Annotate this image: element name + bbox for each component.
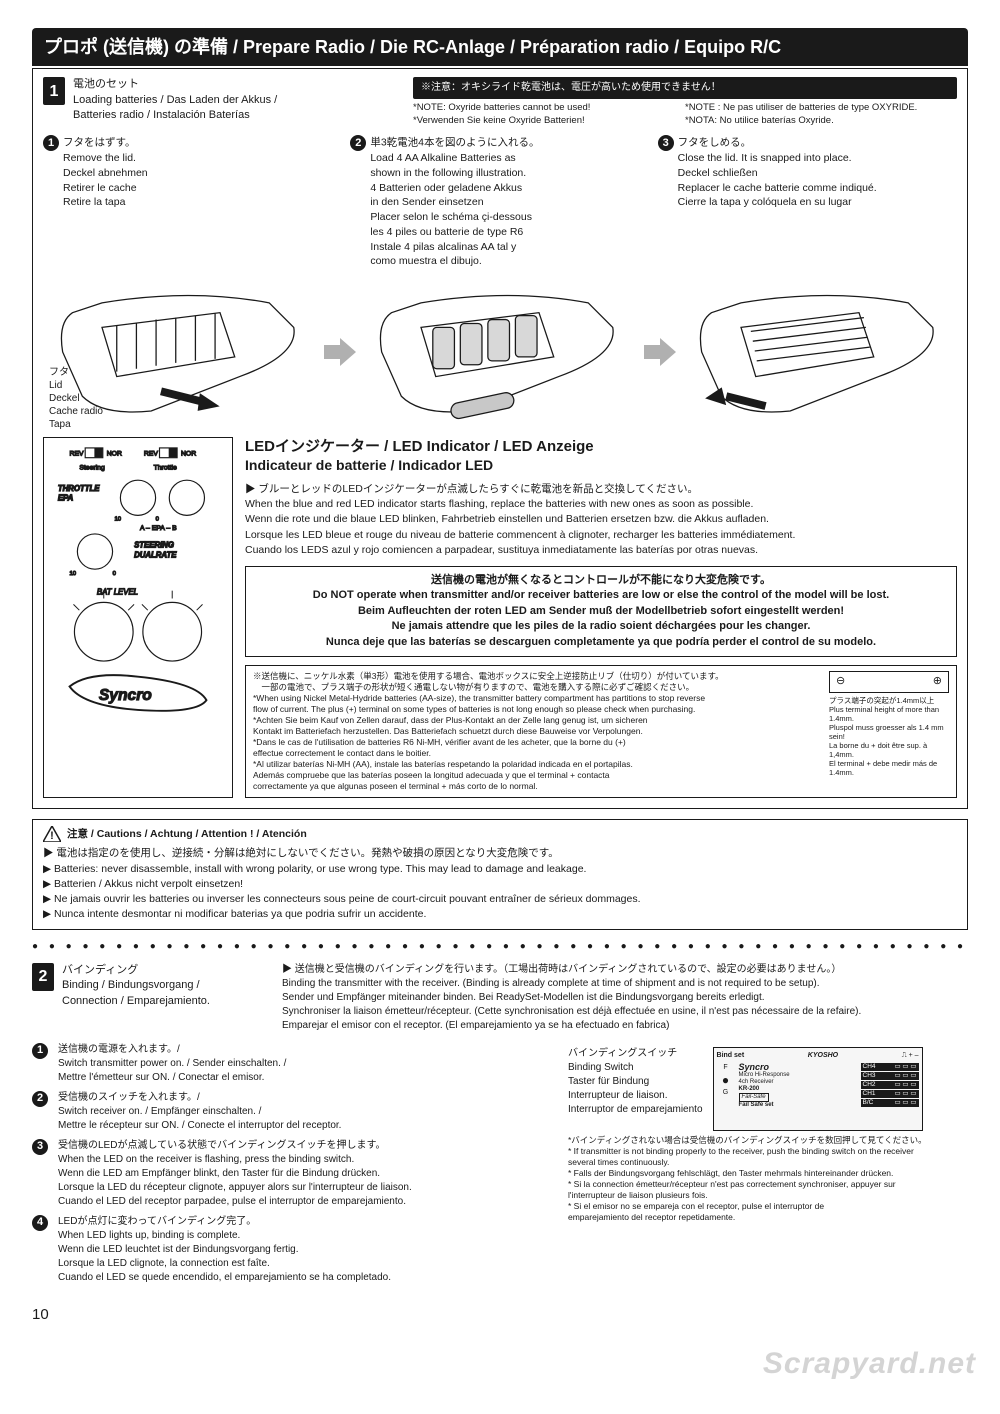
lid-labels: フタ Lid Deckel Cache radio Tapa: [49, 366, 103, 431]
nickel-text: ※送信機に、ニッケル水素（単3形）電池を使用する場合、電池ボックスに安全上逆接防…: [253, 671, 821, 793]
oxyride-note-bar: ※注意：オキシライド乾電池は、電圧が高いため使用できません！: [413, 77, 957, 99]
svg-text:0: 0: [113, 571, 117, 577]
c1-jp: フタをはずす。: [63, 137, 135, 149]
svg-text:0: 0: [156, 516, 160, 522]
warning-icon: !: [43, 826, 61, 842]
main-box: 1 電池のセット Loading batteries / Das Laden d…: [32, 68, 968, 809]
step1-row: 1 電池のセット Loading batteries / Das Laden d…: [43, 77, 957, 127]
led-body: ▶ ブルーとレッドのLEDインジケーターが点滅したらすぐに乾電池を新品と交換して…: [245, 482, 957, 558]
svg-text:NOR: NOR: [181, 451, 196, 458]
divider-dots: ● ● ● ● ● ● ● ● ● ● ● ● ● ● ● ● ● ● ● ● …: [32, 940, 968, 954]
b-circ2: 2: [32, 1091, 48, 1107]
led-right: LEDインジケーター / LED Indicator / LED Anzeige…: [245, 437, 957, 799]
illus1: フタ Lid Deckel Cache radio Tapa: [43, 277, 318, 427]
led-section: REV NOR REV NOR Steering Throttle THROTTLE…: [43, 437, 957, 799]
svg-text:NOR: NOR: [107, 451, 122, 458]
svg-text:10: 10: [70, 571, 77, 577]
circ2: 2: [350, 135, 366, 151]
nickel-figure: ⊖⊕ プラス端子の突起が1.4mm以上 Plus terminal height…: [829, 671, 949, 793]
bi4: LEDが点灯に変わってバインディング完了。 When LED lights up…: [58, 1215, 391, 1285]
b-circ3: 3: [32, 1139, 48, 1155]
led-t1: LEDインジケーター / LED Indicator / LED Anzeige: [245, 438, 594, 455]
led-t2: Indicateur de batterie / Indicador LED: [245, 457, 493, 473]
c2-lines: Load 4 AA Alkaline Batteries as shown in…: [370, 151, 649, 269]
svg-text:REV: REV: [144, 451, 158, 458]
step2-head: 2 バインディング Binding / Bindungsvorgang / Co…: [32, 963, 272, 1033]
bind-steps: 1 送信機の電源を入れます。/ Switch transmitter power …: [32, 1043, 552, 1291]
bind-right-col: バインディングスイッチ Binding Switch Taster für Bi…: [568, 1033, 968, 1291]
b-circ1: 1: [32, 1043, 48, 1059]
nickel-box: ※送信機に、ニッケル水素（単3形）電池を使用する場合、電池ボックスに安全上逆接防…: [245, 665, 957, 799]
warn-lines: Do NOT operate when transmitter and/or r…: [254, 588, 948, 650]
svg-text:EPA: EPA: [58, 494, 74, 503]
caution-title: 注意 / Cautions / Achtung / Attention ! / …: [67, 827, 307, 842]
caution-head: ! 注意 / Cautions / Achtung / Attention ! …: [43, 826, 957, 842]
col3: 3 フタをしめる。 Close the lid. It is snapped in…: [658, 135, 957, 269]
svg-text:STEERING: STEERING: [134, 541, 174, 550]
bi1: 送信機の電源を入れます。/ Switch transmitter power o…: [58, 1043, 286, 1085]
bi2: 受信機のスイッチを入れます。/ Switch receiver on. / Em…: [58, 1091, 341, 1133]
illus2: [362, 277, 637, 427]
battery-diagram: ⊖⊕: [829, 671, 949, 693]
caution-box: ! 注意 / Cautions / Achtung / Attention ! …: [32, 819, 968, 929]
step2-title: バインディング Binding / Bindungsvorgang / Conn…: [62, 963, 210, 1033]
bind-note: *バインディングされない場合は受信機のバインディングスイッチを数回押して見てくだ…: [568, 1135, 968, 1223]
svg-text:!: !: [50, 830, 54, 842]
svg-text:DUALRATE: DUALRATE: [134, 550, 177, 559]
step2-row: 2 バインディング Binding / Bindungsvorgang / Co…: [32, 963, 968, 1033]
c2-jp: 単3乾電池4本を図のように入れる。: [370, 137, 539, 149]
svg-text:THROTTLE: THROTTLE: [58, 484, 100, 493]
svg-text:Steering: Steering: [79, 464, 105, 471]
circ3: 3: [658, 135, 674, 151]
section-header: プロポ (送信機) の準備 / Prepare Radio / Die RC-A…: [32, 28, 968, 66]
col1: 1 フタをはずす。 Remove the lid. Deckel abnehmen…: [43, 135, 342, 269]
step1-num: 1: [43, 77, 65, 105]
illustration-row: フタ Lid Deckel Cache radio Tapa: [43, 277, 957, 427]
caution-body: ▶ 電池は指定のを使用し、逆接続・分解は絶対にしないでください。発熱や破損の原因…: [43, 846, 957, 922]
c3-lines: Close the lid. It is snapped into place.…: [678, 151, 957, 210]
step2-intro: ▶ 送信機と受信機のバインディングを行います。（工場出荷時はバインディングされて…: [282, 963, 968, 1033]
illus3: [682, 277, 957, 427]
receiver-diagram: Bind setKYOSHO⎍ + – F●G Syncro Micro Hi-…: [713, 1047, 923, 1131]
svg-text:10: 10: [115, 516, 122, 522]
svg-text:Throttle: Throttle: [154, 464, 177, 471]
oxyride-note-under: *NOTE: Oxyride batteries cannot be used!…: [413, 102, 957, 128]
step2-num: 2: [32, 963, 54, 991]
warn-box: 送信機の電池が無くなるとコントロールが不能になり大変危険です。 Do NOT o…: [245, 566, 957, 657]
oxyride-right: *NOTE : Ne pas utiliser de batteries de …: [685, 102, 957, 128]
bi3: 受信機のLEDが点滅している状態でバインディングスイッチを押します。 When …: [58, 1139, 412, 1209]
page-number: 10: [32, 1305, 968, 1325]
c3-jp: フタをしめる。: [678, 137, 752, 149]
b-circ4: 4: [32, 1215, 48, 1231]
c1-lines: Remove the lid. Deckel abnehmen Retirer …: [63, 151, 342, 210]
col2: 2 単3乾電池4本を図のように入れる。 Load 4 AA Alkaline Ba…: [350, 135, 649, 269]
svg-text:A – EPA – B: A – EPA – B: [140, 525, 177, 532]
step1-title: 電池のセット Loading batteries / Das Laden der…: [73, 77, 277, 127]
svg-text:Syncro: Syncro: [99, 687, 152, 704]
arrow-icon: [644, 338, 676, 366]
arrow-icon: [324, 338, 356, 366]
battery-steps: 1 フタをはずす。 Remove the lid. Deckel abnehmen…: [43, 135, 957, 269]
led-title: LEDインジケーター / LED Indicator / LED Anzeige…: [245, 437, 957, 476]
nickel-caption: プラス端子の突起が1.4mm以上 Plus terminal height of…: [829, 696, 949, 777]
bind-switch-labels: バインディングスイッチ Binding Switch Taster für Bi…: [568, 1047, 703, 1131]
dial-panel: REV NOR REV NOR Steering Throttle THROTTLE…: [43, 437, 233, 799]
circ1: 1: [43, 135, 59, 151]
svg-text:BAT LEVEL: BAT LEVEL: [97, 587, 138, 596]
watermark: Scrapyard.net: [763, 1344, 976, 1385]
svg-text:REV: REV: [70, 451, 84, 458]
oxyride-left: *NOTE: Oxyride batteries cannot be used!…: [413, 102, 685, 128]
warn-jp: 送信機の電池が無くなるとコントロールが不能になり大変危険です。: [254, 573, 948, 588]
